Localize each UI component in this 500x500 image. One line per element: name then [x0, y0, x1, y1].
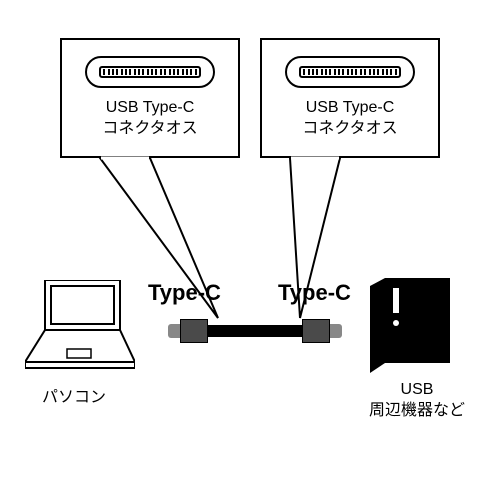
connector-pin	[160, 69, 162, 75]
peripheral-icon	[370, 278, 450, 373]
connector-pin	[169, 69, 171, 75]
usb-c-port-icon	[285, 56, 415, 88]
cable-plug-tip-right	[330, 324, 342, 338]
usb-c-port-icon	[85, 56, 215, 88]
connector-pin	[329, 69, 331, 75]
connector-pin	[321, 69, 323, 75]
peripheral-label-line1: USB	[362, 380, 472, 401]
connector-pin	[338, 69, 340, 75]
connector-pin	[177, 69, 179, 75]
callout-left-line2: コネクタオス	[102, 119, 197, 140]
connector-pin	[347, 69, 349, 75]
connector-pin	[129, 69, 131, 75]
connector-pin	[351, 69, 353, 75]
connector-pin	[395, 69, 397, 75]
connector-pin	[386, 69, 388, 75]
connector-pin	[147, 69, 149, 75]
callout-left: USB Type-C コネクタオス	[60, 38, 240, 158]
connector-pin	[134, 69, 136, 75]
connector-pin	[369, 69, 371, 75]
connector-pin	[334, 69, 336, 75]
connector-pin	[373, 69, 375, 75]
connector-pin	[190, 69, 192, 75]
laptop-label: パソコン	[42, 388, 106, 409]
connector-pin	[355, 69, 357, 75]
cable-label-right: Type-C	[278, 280, 351, 306]
connector-pin	[377, 69, 379, 75]
cable-plug-right	[302, 319, 330, 343]
cable-body	[208, 325, 302, 337]
connector-pin	[125, 69, 127, 75]
connector-pin	[116, 69, 118, 75]
connector-pin	[312, 69, 314, 75]
cable-plug-tip-left	[168, 324, 180, 338]
connector-pin	[121, 69, 123, 75]
connector-pin	[186, 69, 188, 75]
connector-pin	[155, 69, 157, 75]
usb-c-port-inner	[99, 66, 201, 78]
connector-pin	[103, 69, 105, 75]
connector-pin	[173, 69, 175, 75]
peripheral-label: USB 周辺機器など	[362, 380, 472, 422]
connector-pin	[182, 69, 184, 75]
callout-left-line1: USB Type-C	[102, 98, 197, 119]
cable-plug-left	[180, 319, 208, 343]
callout-right-text: USB Type-C コネクタオス	[302, 98, 397, 140]
connector-pin	[342, 69, 344, 75]
callout-right-line1: USB Type-C	[302, 98, 397, 119]
connector-pin	[164, 69, 166, 75]
usb-c-port-inner	[299, 66, 401, 78]
callout-left-text: USB Type-C コネクタオス	[102, 98, 197, 140]
connector-pin	[108, 69, 110, 75]
connector-pin	[382, 69, 384, 75]
connector-pin	[364, 69, 366, 75]
connector-pin	[195, 69, 197, 75]
callout-right: USB Type-C コネクタオス	[260, 38, 440, 158]
peripheral-label-line2: 周辺機器など	[362, 401, 472, 422]
callout-right-line2: コネクタオス	[302, 119, 397, 140]
connector-pin	[316, 69, 318, 75]
connector-pin	[360, 69, 362, 75]
connector-pin	[151, 69, 153, 75]
connector-pin	[303, 69, 305, 75]
connector-pin	[138, 69, 140, 75]
laptop-icon	[25, 280, 135, 370]
connector-pin	[112, 69, 114, 75]
connector-pin	[325, 69, 327, 75]
connector-pin	[142, 69, 144, 75]
connector-pin	[390, 69, 392, 75]
connector-pin	[308, 69, 310, 75]
cable-label-left: Type-C	[148, 280, 221, 306]
